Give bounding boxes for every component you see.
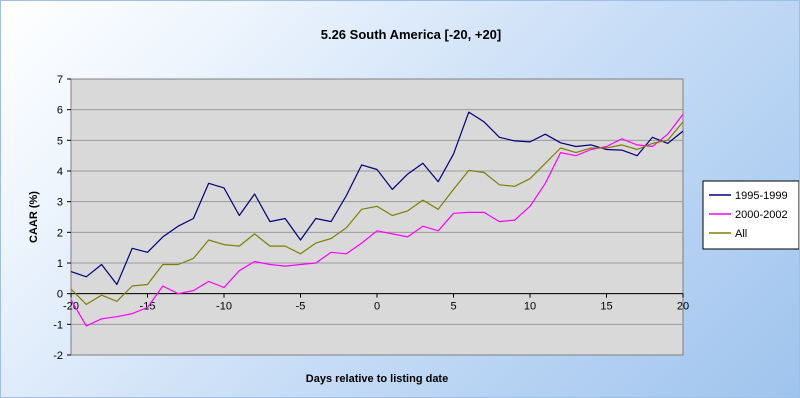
y-tick-label: 4 [57, 166, 63, 178]
legend: 1995-1999 2000-2002 All [702, 180, 799, 250]
x-axis-label: Days relative to listing date [306, 373, 448, 385]
chart-title: 5.26 South America [-20, +20] [321, 27, 502, 42]
y-tick-label: 5 [57, 135, 63, 147]
series-line-3 [70, 121, 684, 305]
x-tick-label: 10 [524, 301, 536, 313]
series-line-1 [70, 111, 684, 286]
legend-label: All [735, 228, 747, 240]
x-tick-label: -10 [216, 301, 232, 313]
y-tick-label: 3 [57, 197, 63, 209]
x-tick-label: 15 [600, 301, 612, 313]
y-axis-ticks: -2 -1 0 1 2 3 4 5 6 7 [53, 74, 71, 362]
y-tick-label: 1 [57, 258, 63, 270]
x-tick-label: -20 [63, 301, 79, 313]
x-tick-label: 5 [450, 301, 456, 313]
x-tick-label: -5 [296, 301, 306, 313]
y-tick-label: 2 [57, 227, 63, 239]
plot-area [70, 78, 684, 356]
y-axis-label: CAAR (%) [28, 191, 40, 243]
legend-box [702, 180, 799, 250]
series-lines [70, 111, 684, 327]
legend-label: 1995-1999 [735, 190, 788, 202]
legend-label: 2000-2002 [735, 209, 788, 221]
series-line-2 [70, 113, 684, 327]
y-tick-label: -1 [53, 319, 63, 331]
y-tick-label: 0 [57, 289, 63, 301]
x-tick-label: 0 [374, 301, 380, 313]
x-tick-label: 20 [677, 301, 689, 313]
y-tick-label: 6 [57, 105, 63, 117]
y-tick-label: -2 [53, 350, 63, 362]
y-tick-label: 7 [57, 74, 63, 86]
